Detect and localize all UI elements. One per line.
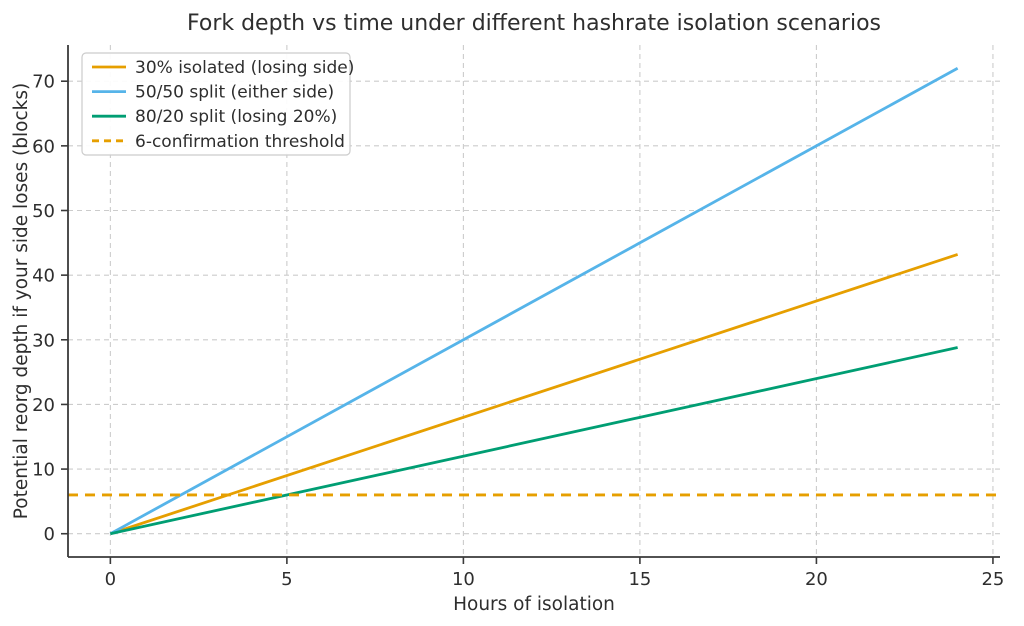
x-tick-label: 10 [452, 569, 475, 590]
legend-label-1: 50/50 split (either side) [135, 83, 334, 103]
x-axis-label: Hours of isolation [453, 594, 615, 615]
y-tick-label: 30 [32, 330, 55, 351]
series-line-2 [110, 346, 958, 536]
axes-layer: 0 5 10 15 20 25 0 10 20 30 40 50 60 70 [32, 45, 1004, 590]
y-axis-label: Potential reorg depth if your side loses… [11, 83, 32, 519]
y-tick-label: 20 [32, 395, 55, 416]
y-tick-label: 10 [32, 460, 55, 481]
y-tick-label: 70 [32, 72, 55, 93]
series-line-0 [109, 253, 959, 536]
y-tick-label: 60 [32, 136, 55, 157]
legend-label-0: 30% isolated (losing side) [135, 58, 354, 78]
legend-box [81, 52, 351, 156]
series-layer [68, 67, 1000, 536]
x-tick-label: 25 [981, 569, 1004, 590]
x-tick-label: 15 [628, 569, 651, 590]
chart-title: Fork depth vs time under different hashr… [187, 11, 881, 36]
legend: 30% isolated (losing side) 50/50 split (e… [81, 52, 354, 156]
x-tick-label: 20 [805, 569, 828, 590]
y-tick-label: 40 [32, 266, 55, 287]
y-tick-label: 50 [32, 201, 55, 222]
series-line-1 [109, 67, 959, 535]
x-tick-label: 0 [105, 569, 116, 590]
y-tick-label: 0 [44, 524, 55, 545]
x-tick-label: 5 [281, 569, 292, 590]
legend-label-3: 6-confirmation threshold [135, 132, 345, 152]
legend-label-2: 80/20 split (losing 20%) [135, 107, 337, 127]
